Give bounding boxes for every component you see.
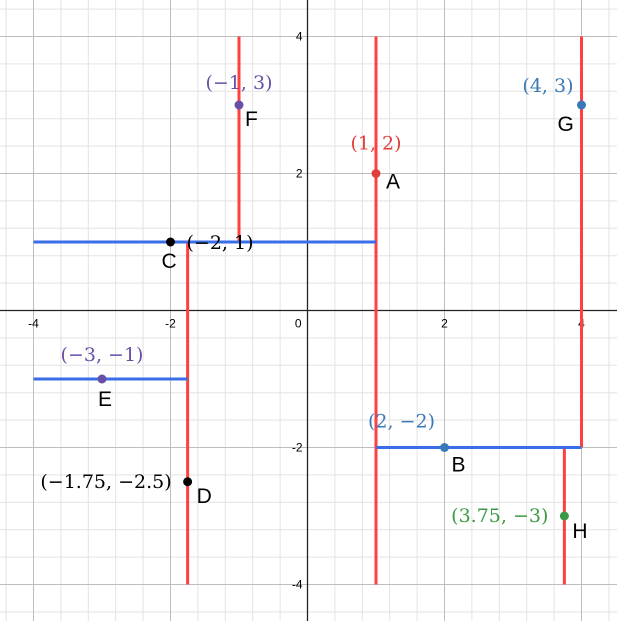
point-d-coordinates: (−1.75, −2.5) — [40, 471, 171, 493]
x-tick-label: -4 — [28, 317, 39, 331]
y-tick-label: 2 — [296, 167, 303, 181]
point-e — [97, 374, 107, 384]
point-e-name: E — [98, 388, 112, 411]
point-c-coordinates: (−2, 1) — [187, 232, 254, 254]
origin-label: 0 — [295, 317, 302, 331]
x-tick-label: -2 — [165, 317, 176, 331]
point-g-name: G — [558, 113, 574, 136]
point-a-coordinates: (1, 2) — [350, 133, 401, 155]
point-d — [183, 477, 193, 487]
point-c — [166, 237, 175, 247]
point-e-coordinates: (−3, −1) — [61, 344, 144, 366]
y-tick-label: 4 — [296, 30, 303, 44]
point-h-coordinates: (3.75, −3) — [451, 505, 548, 527]
x-tick-label: 2 — [441, 317, 448, 331]
point-f-coordinates: (−1, 3) — [205, 72, 272, 94]
y-tick-label: -2 — [292, 441, 303, 455]
point-b-name: B — [452, 454, 466, 477]
point-a — [371, 169, 381, 178]
point-g — [577, 100, 586, 110]
point-b — [440, 443, 449, 452]
point-labels: (1, 2) A (2, −2) B (−2, 1) C (−1.75, −2.5) D (−3… — [40, 72, 587, 543]
point-f — [234, 100, 244, 110]
y-tick-label: -4 — [292, 578, 303, 592]
points — [97, 100, 586, 521]
point-g-coordinates: (4, 3) — [522, 75, 573, 97]
point-a-name: A — [386, 171, 400, 194]
point-h-name: H — [572, 520, 587, 543]
point-d-name: D — [197, 485, 212, 508]
point-c-name: C — [162, 250, 177, 273]
point-f-name: F — [245, 108, 258, 131]
point-h — [559, 511, 569, 521]
point-b-coordinates: (2, −2) — [368, 411, 435, 433]
